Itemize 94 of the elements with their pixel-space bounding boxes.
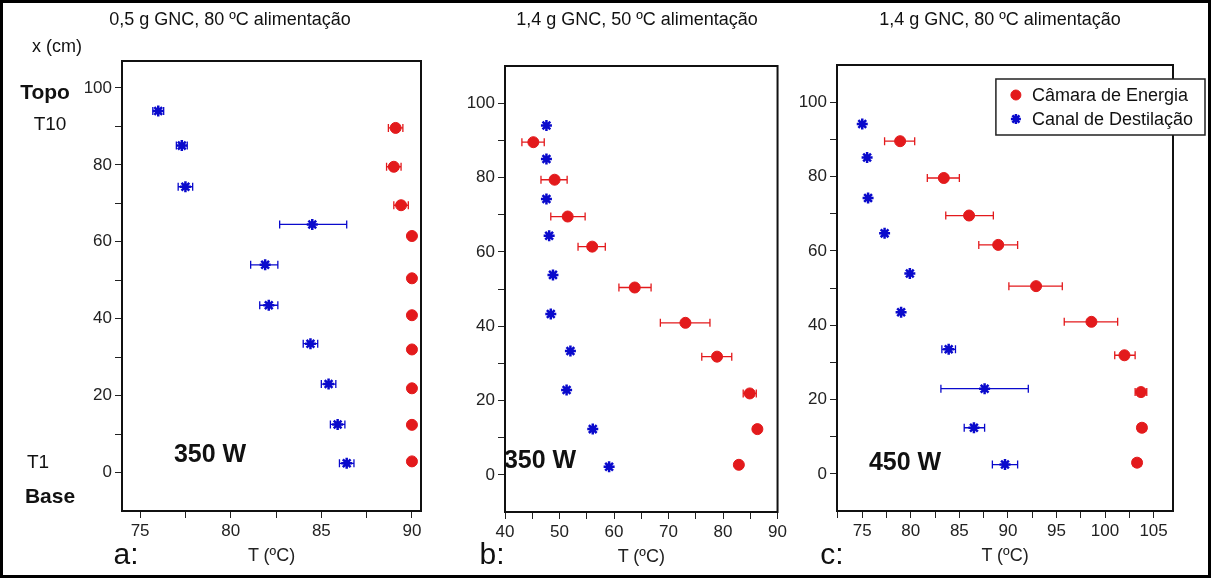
x-tick-label: 85: [311, 520, 331, 540]
x-tick-label: 95: [1047, 520, 1066, 540]
y-tick-label: 100: [83, 77, 112, 97]
y-tick-label: 80: [808, 166, 827, 186]
y-tick-label: 0: [102, 462, 112, 482]
text: c:: [820, 537, 844, 571]
text: Topo: [20, 79, 70, 103]
y-tick-label: 80: [93, 154, 112, 174]
point: [405, 272, 418, 285]
x-tick-label: 105: [1139, 520, 1168, 540]
point: [860, 150, 874, 165]
point: [903, 266, 917, 281]
y-tick-label: 40: [808, 314, 827, 334]
chart-title: 0,5 g GNC, 80 ºC alimentação: [109, 8, 351, 29]
point: [977, 381, 992, 396]
y-tick-label: 60: [808, 240, 827, 260]
y-tick-label: 100: [466, 92, 495, 112]
point: [877, 226, 892, 241]
point: [998, 457, 1012, 472]
x-tick-label: 80: [901, 520, 921, 540]
x-tick-label: 90: [402, 520, 422, 540]
y-tick-label: 60: [93, 231, 112, 251]
point: [963, 209, 976, 222]
x-tick-label: 100: [1090, 520, 1120, 540]
x-axis-title: T (ºC): [247, 545, 296, 566]
x-tick-label: 80: [713, 521, 733, 541]
annotation: 450 W: [868, 446, 942, 475]
y-tick-label: 40: [93, 308, 112, 328]
y-tick-label: 40: [476, 315, 495, 335]
text: T1: [26, 451, 50, 473]
point: [539, 118, 554, 133]
point: [527, 136, 540, 149]
point: [1030, 280, 1043, 293]
y-tick-label: 0: [485, 464, 495, 484]
point: [546, 268, 560, 282]
point: [679, 316, 692, 329]
point: [405, 230, 418, 242]
chart-title: 1,4 g GNC, 80 ºC alimentação: [879, 8, 1121, 29]
point: [405, 343, 418, 356]
point: [405, 309, 418, 322]
point: [602, 459, 616, 474]
text: T10: [33, 113, 67, 135]
y-axis-title: x (cm): [32, 35, 82, 56]
text: a:: [113, 537, 139, 571]
point: [544, 307, 558, 321]
x-tick-label: 60: [604, 521, 624, 541]
point: [1085, 315, 1098, 328]
point: [561, 210, 574, 223]
point: [894, 135, 907, 148]
y-tick-label: 80: [476, 167, 495, 187]
x-tick-label: 50: [550, 521, 569, 541]
x-tick-label: 90: [768, 521, 788, 541]
point: [586, 422, 600, 436]
point: [548, 173, 561, 186]
point: [937, 171, 950, 184]
x-tick-label: 70: [659, 521, 678, 541]
point: [1118, 349, 1131, 362]
chart-title: 1,4 g GNC, 50 ºC alimentação: [516, 8, 758, 29]
annotation: 350 W: [503, 444, 577, 473]
legend-label: Canal de Destilação: [1031, 108, 1194, 129]
y-tick-label: 100: [798, 91, 827, 111]
point: [305, 217, 320, 232]
y-tick-label: 60: [476, 241, 495, 261]
x-tick-label: 90: [998, 520, 1018, 540]
point: [894, 305, 908, 319]
point: [563, 344, 578, 358]
text: Base: [24, 483, 76, 507]
x-tick-label: 75: [852, 520, 872, 540]
point: [855, 117, 869, 131]
y-tick-label: 20: [93, 385, 112, 405]
point: [542, 229, 556, 243]
x-tick-label: 85: [949, 520, 969, 540]
point: [711, 350, 724, 363]
x-axis-title: T (ºC): [617, 546, 665, 567]
y-tick-label: 0: [817, 463, 827, 483]
point: [559, 383, 574, 397]
point: [405, 455, 418, 468]
point: [967, 421, 981, 435]
point: [258, 258, 272, 272]
x-axis-title: T (ºC): [981, 545, 1029, 566]
point: [405, 382, 418, 395]
point: [539, 192, 554, 206]
point: [405, 418, 418, 431]
x-tick-label: 80: [221, 520, 241, 540]
annotation: 350 W: [173, 438, 247, 467]
point: [628, 281, 641, 294]
point: [586, 240, 599, 253]
point: [861, 191, 875, 205]
legend-label: Câmara de Energia: [1031, 84, 1189, 105]
y-tick-label: 20: [476, 390, 495, 410]
point: [992, 238, 1005, 251]
y-tick-label: 20: [808, 389, 827, 409]
x-tick-label: 75: [130, 520, 150, 540]
point: [539, 152, 554, 166]
